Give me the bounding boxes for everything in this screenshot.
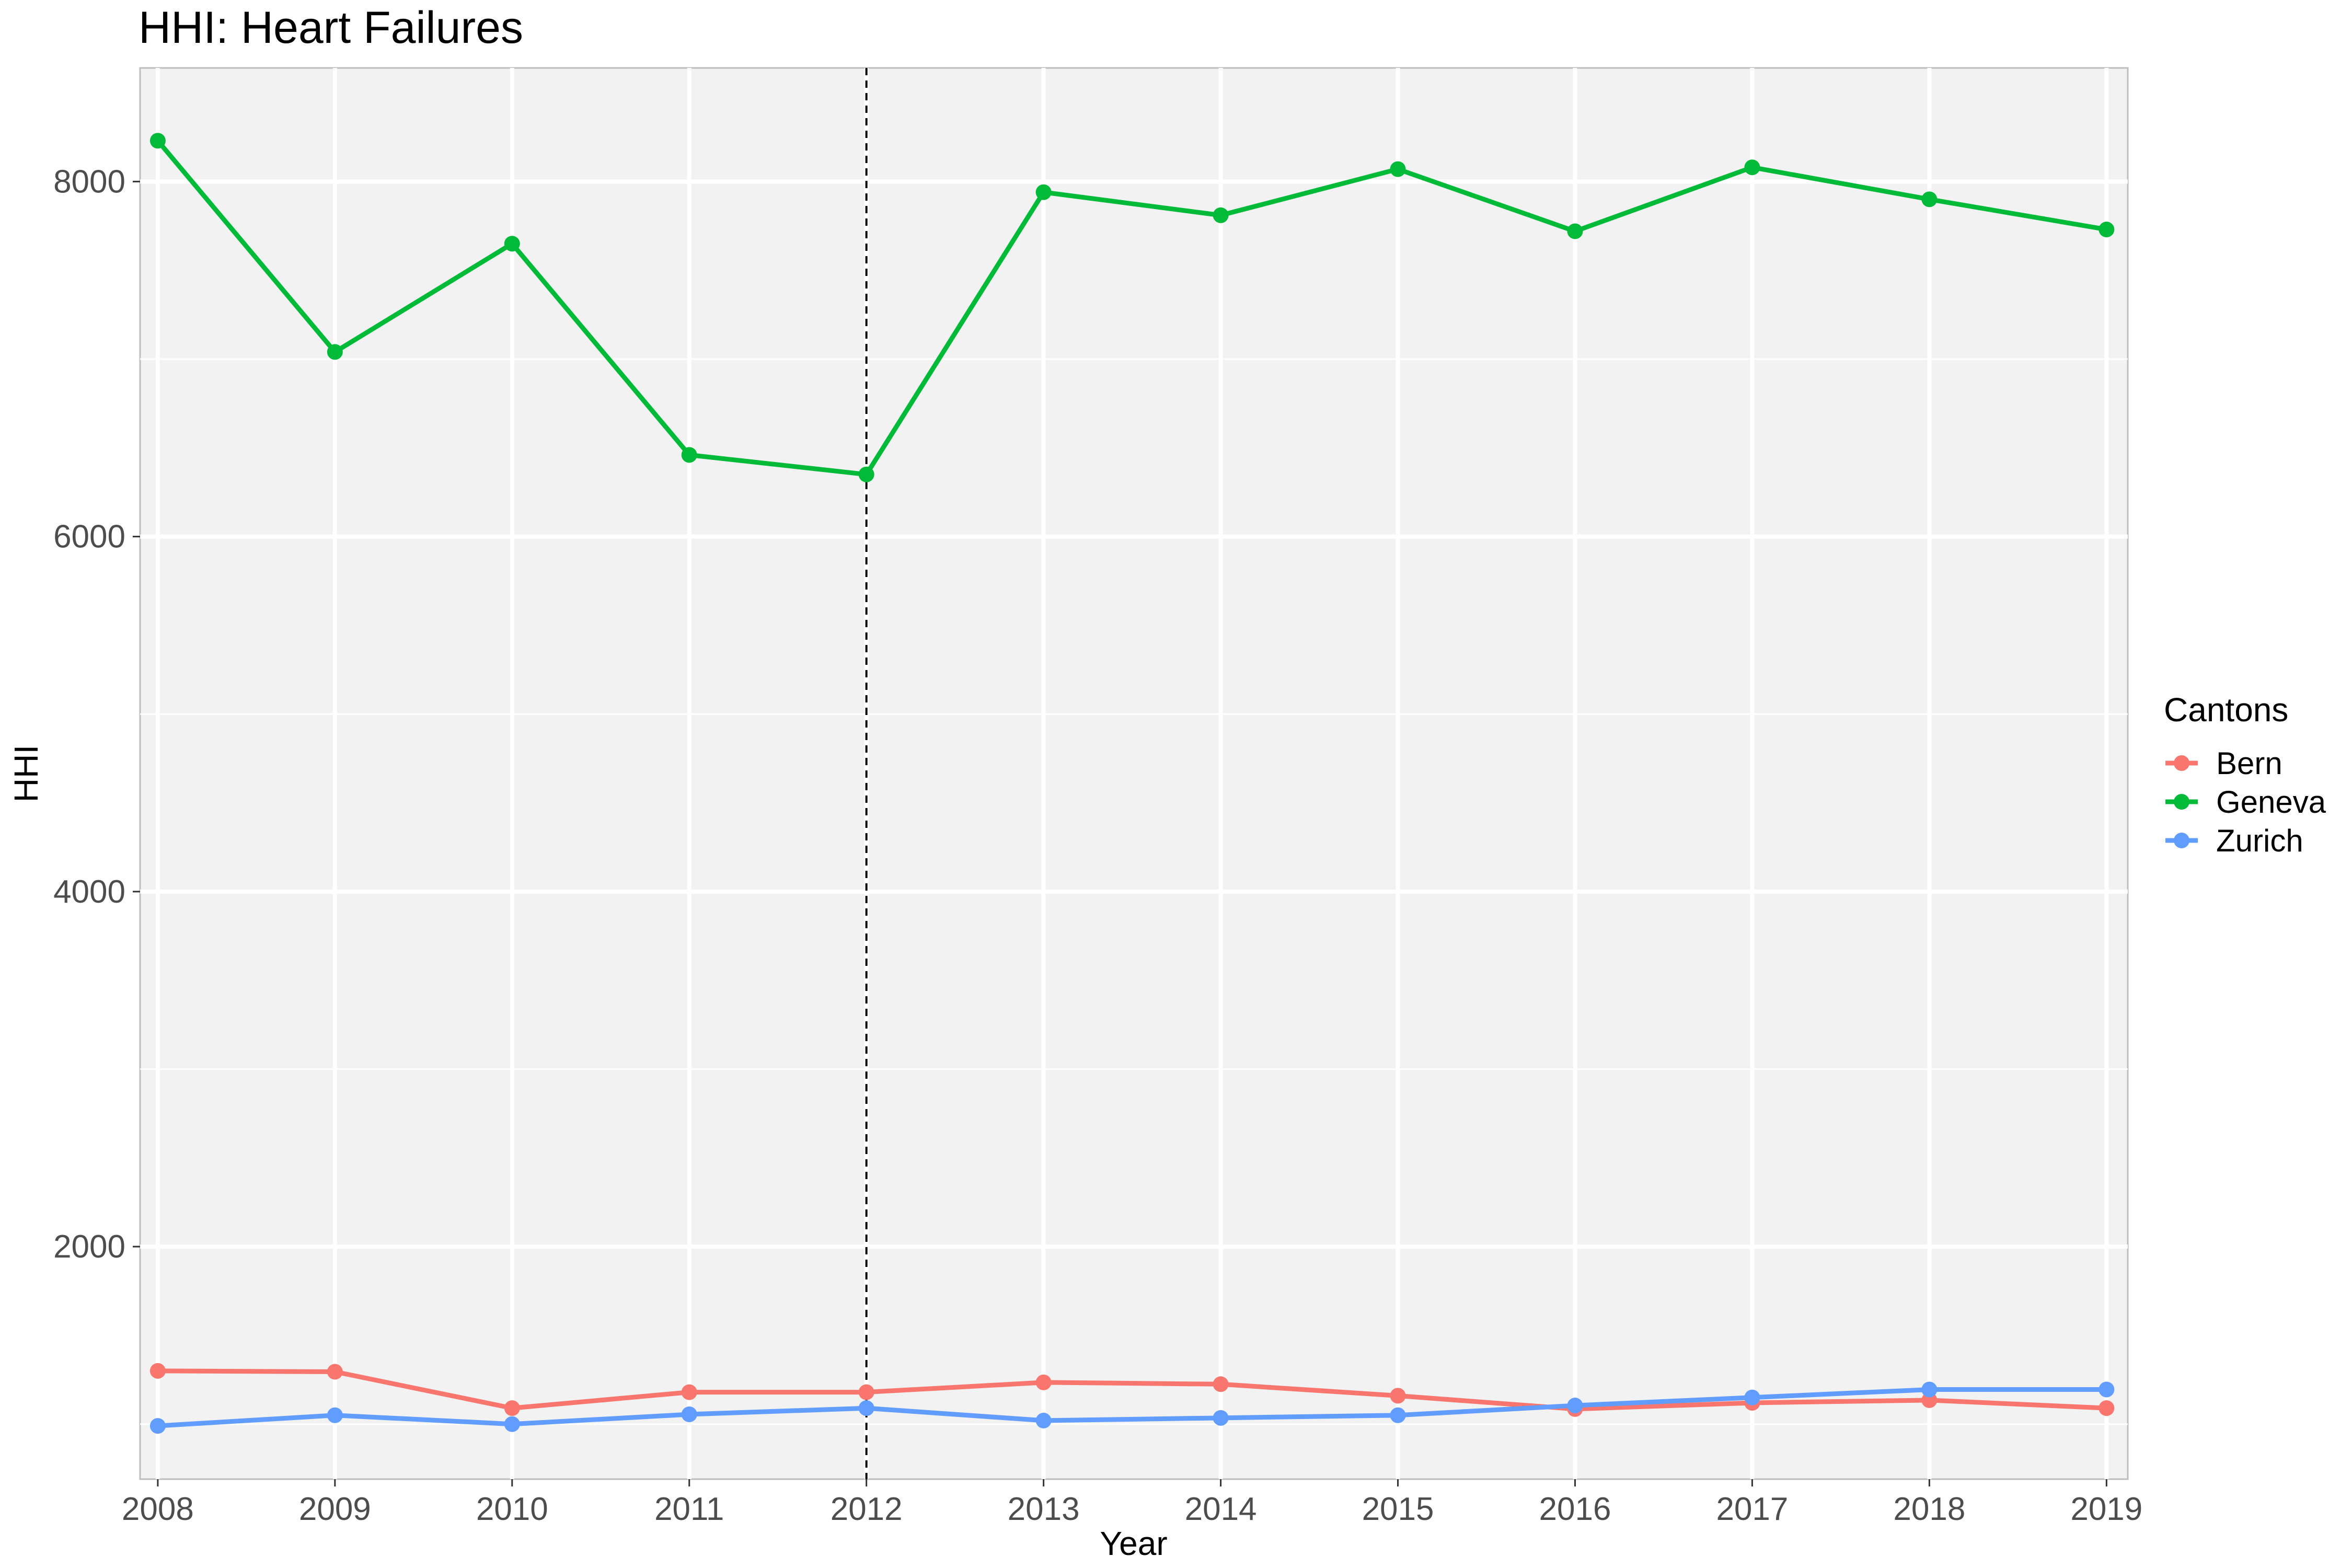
legend-key-point-zurich [2174, 833, 2189, 848]
legend-key-point-geneva [2174, 794, 2189, 810]
chart-title: HHI: Heart Failures [139, 3, 523, 53]
legend-label-geneva: Geneva [2216, 785, 2326, 820]
y-tick-label: 6000 [53, 519, 125, 555]
data-point-bern [858, 1384, 874, 1400]
data-point-zurich [1744, 1389, 1760, 1405]
data-point-bern [149, 1363, 166, 1379]
y-tick-label: 2000 [53, 1229, 125, 1265]
x-tick-label: 2017 [1716, 1491, 1788, 1527]
x-tick-label: 2016 [1539, 1491, 1611, 1527]
y-axis-title: HHI [7, 745, 45, 802]
data-point-geneva [1744, 159, 1760, 176]
data-point-zurich [1921, 1381, 1938, 1398]
data-point-zurich [327, 1407, 343, 1423]
x-axis-title: Year [1100, 1525, 1167, 1562]
legend-title: Cantons [2164, 691, 2288, 729]
x-tick-label: 2014 [1185, 1491, 1257, 1527]
y-tick-label: 4000 [53, 874, 125, 910]
data-point-geneva [858, 466, 874, 482]
data-point-geneva [1567, 223, 1583, 239]
x-tick-label: 2009 [299, 1491, 371, 1527]
data-point-bern [504, 1400, 520, 1416]
data-point-zurich [1567, 1398, 1583, 1414]
data-point-zurich [149, 1418, 166, 1434]
data-point-geneva [1921, 191, 1938, 207]
data-point-zurich [858, 1400, 874, 1416]
data-point-zurich [1390, 1407, 1406, 1423]
series-line-zurich [157, 1387, 2107, 1428]
data-point-geneva [149, 133, 166, 149]
data-point-zurich [2099, 1381, 2115, 1398]
data-point-bern [1035, 1374, 1052, 1390]
data-point-bern [327, 1364, 343, 1380]
data-point-bern [2099, 1400, 2115, 1416]
x-tick-label: 2013 [1008, 1491, 1080, 1527]
x-tick-label: 2015 [1362, 1491, 1434, 1527]
data-point-geneva [681, 447, 697, 463]
data-point-bern [681, 1384, 697, 1400]
data-point-zurich [681, 1406, 697, 1423]
data-point-geneva [1213, 207, 1229, 223]
axis-tick-labels: 2000 4000 6000 8000 2008 2009 2010 2011 2012 2013… [53, 164, 2142, 1527]
data-point-geneva [2099, 222, 2115, 238]
x-tick-label: 2010 [476, 1491, 548, 1527]
data-point-geneva [1390, 161, 1406, 177]
data-point-bern [1213, 1376, 1229, 1392]
legend-label-bern: Bern [2216, 746, 2282, 781]
plot-panel [139, 67, 2129, 1480]
x-tick-label: 2008 [122, 1491, 194, 1527]
series-layer [149, 133, 2115, 1434]
series-line-geneva [156, 139, 2107, 477]
legend-label-zurich: Zurich [2216, 823, 2303, 858]
data-point-bern [1390, 1388, 1406, 1404]
x-tick-label: 2011 [654, 1491, 724, 1527]
x-tick-label: 2012 [831, 1491, 903, 1527]
x-tick-label: 2018 [1893, 1491, 1965, 1527]
data-point-zurich [504, 1416, 520, 1432]
legend-key-point-bern [2174, 755, 2189, 771]
data-point-geneva [327, 344, 343, 360]
data-point-zurich [1213, 1410, 1229, 1426]
data-point-zurich [1035, 1412, 1052, 1428]
y-tick-label: 8000 [53, 164, 125, 200]
data-point-geneva [504, 236, 520, 252]
x-tick-label: 2019 [2070, 1491, 2142, 1527]
data-point-geneva [1035, 184, 1052, 200]
series-line-bern [157, 1368, 2107, 1412]
